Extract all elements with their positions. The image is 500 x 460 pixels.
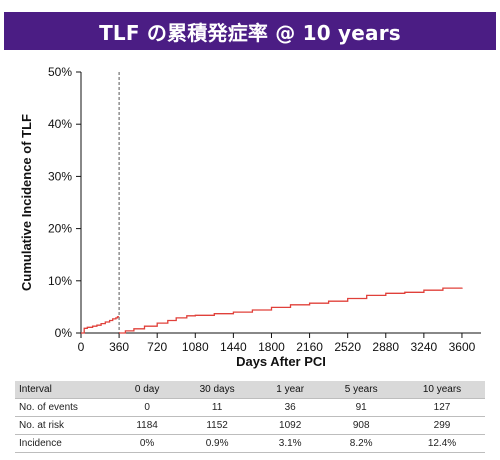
table-cell: 0%	[117, 434, 178, 453]
risk-table: Interval 0 day 30 days 1 year 5 years 10…	[15, 381, 485, 453]
x-tick-label: 2880	[372, 340, 399, 354]
table-cell: 299	[399, 416, 485, 435]
table-cell: 908	[323, 416, 399, 435]
row-label: Incidence	[15, 434, 117, 453]
header-cell: 30 days	[177, 381, 257, 399]
x-tick-label: 0	[78, 340, 85, 354]
header-cell: 10 years	[399, 381, 485, 399]
table-row: Incidence 0% 0.9% 3.1% 8.2% 12.4%	[15, 434, 485, 453]
y-tick-label: 30%	[48, 169, 72, 183]
chart: 0% 10% 20% 30% 40% 50% 0 360 720 1080 1440 1800 2160…	[19, 65, 481, 369]
x-tick-label: 3240	[411, 340, 438, 354]
table-cell: 36	[256, 398, 324, 417]
header-cell: 0 day	[117, 381, 178, 399]
header-cell: 1 year	[256, 381, 324, 399]
table-cell: 127	[399, 398, 485, 417]
y-tick-label: 0%	[55, 326, 73, 340]
table-cell: 1152	[177, 416, 257, 435]
y-tick-label: 10%	[48, 274, 72, 288]
y-tick-label: 20%	[48, 222, 72, 236]
row-label: No. at risk	[15, 416, 117, 435]
title-banner: TLF の累積発症率 @ 10 years	[4, 12, 496, 50]
y-axis-title: Cumulative Incidence of TLF	[19, 114, 34, 291]
x-tick-label: 360	[109, 340, 129, 354]
table-cell: 0.9%	[177, 434, 257, 453]
series-line	[119, 287, 463, 334]
x-tick-label: 2520	[334, 340, 361, 354]
table-row: No. of events 0 11 36 91 127	[15, 398, 485, 417]
table-row: No. at risk 1184 1152 1092 908 299	[15, 416, 485, 435]
x-axis-title: Days After PCI	[236, 354, 326, 369]
x-tick-label: 720	[147, 340, 167, 354]
table-cell: 12.4%	[399, 434, 485, 453]
x-tick-label: 1440	[220, 340, 247, 354]
x-tick-label: 1800	[258, 340, 285, 354]
table-cell: 91	[323, 398, 399, 417]
y-tick-label: 50%	[48, 65, 72, 79]
series-line	[81, 316, 120, 334]
row-label: No. of events	[15, 398, 117, 417]
x-tick-label: 2160	[296, 340, 323, 354]
y-tick-label: 40%	[48, 117, 72, 131]
x-tick-label: 3600	[449, 340, 476, 354]
header-cell: 5 years	[323, 381, 399, 399]
table-cell: 1184	[117, 416, 178, 435]
x-tick-label: 1080	[182, 340, 209, 354]
header-cell: Interval	[15, 381, 117, 399]
table-cell: 8.2%	[323, 434, 399, 453]
table-cell: 11	[177, 398, 257, 417]
chart-title: TLF の累積発症率 @ 10 years	[99, 20, 401, 45]
table-cell: 3.1%	[256, 434, 324, 453]
table-cell: 0	[117, 398, 178, 417]
table-cell: 1092	[256, 416, 324, 435]
risk-table-header-row: Interval 0 day 30 days 1 year 5 years 10…	[15, 381, 485, 399]
